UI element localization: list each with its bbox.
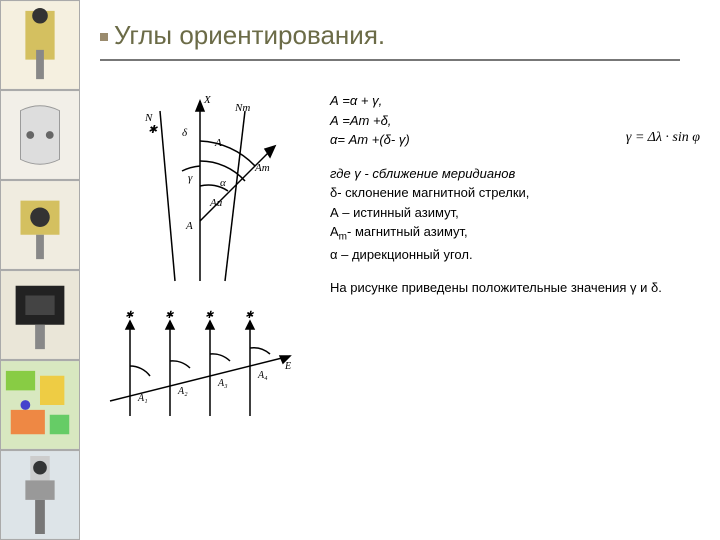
sidebar-thumbnails: [0, 0, 80, 540]
fig1-label-Nm: Nm: [234, 102, 250, 114]
side-formula: γ = Δλ · sin φ: [626, 130, 700, 146]
content-area: Углы ориентирования.: [100, 20, 700, 441]
fig1-label-X: X: [203, 94, 212, 106]
fig1-label-gamma: γ: [188, 172, 193, 184]
formula-line1: А =α + γ,: [330, 93, 382, 108]
fig2-star-1: ✱: [125, 310, 134, 321]
figure-2: ✱ ✱ ✱ ✱ A₁ A₂ A₃ A₄ E: [100, 306, 300, 431]
def-Am-sub: m: [339, 232, 347, 243]
formula-line2: А =Аm +δ,: [330, 113, 391, 128]
fig2-label-E: E: [284, 361, 291, 372]
title-underline: [100, 59, 680, 61]
caption-block: На рисунке приведены положительные значе…: [330, 278, 700, 298]
thumb-4: [0, 270, 80, 360]
def-A: А – истинный азимут,: [330, 205, 459, 220]
thumb-6: [0, 450, 80, 540]
title-bullet: [100, 33, 108, 41]
fig1-label-Am: Am: [254, 162, 270, 174]
fig1-label-A: A: [214, 137, 222, 149]
thumb-5: [0, 360, 80, 450]
fig2-label-A1: A₁: [137, 393, 148, 404]
def-intro: где γ - сближение меридианов: [330, 166, 515, 181]
fig2-star-2: ✱: [165, 310, 174, 321]
fig2-star-4: ✱: [245, 310, 254, 321]
fig1-label-delta: δ: [182, 127, 188, 139]
fig1-label-Au: Aи: [209, 197, 223, 209]
thumb-1: [0, 0, 80, 90]
title-text: Углы ориентирования.: [114, 20, 385, 50]
fig1-label-N: N: [144, 112, 153, 124]
figures-column: X N ✱ Nm δ γ α A Am Aи A: [100, 91, 300, 441]
figure-1: X N ✱ Nm δ γ α A Am Aи A: [100, 91, 300, 296]
def-alpha: α – дирекционный угол.: [330, 247, 473, 262]
fig2-star-3: ✱: [205, 310, 214, 321]
page-title: Углы ориентирования.: [100, 20, 700, 51]
thumb-3: [0, 180, 80, 270]
fig2-label-A2: A₂: [177, 386, 188, 397]
fig1-label-alpha: α: [220, 177, 226, 189]
formula-line3: α= Аm +(δ- γ): [330, 132, 410, 147]
def-delta: δ- склонение магнитной стрелки,: [330, 185, 529, 200]
fig1-star-N: ✱: [148, 124, 158, 136]
def-Am-prefix: А: [330, 224, 339, 239]
fig2-label-A4: A₄: [257, 370, 268, 381]
definitions-block: где γ - сближение меридианов δ- склонени…: [330, 164, 700, 265]
fig1-label-origin: A: [185, 220, 193, 232]
def-Am-suffix: - магнитный азимут,: [347, 224, 468, 239]
thumb-2: [0, 90, 80, 180]
fig2-label-A3: A₃: [217, 378, 228, 389]
